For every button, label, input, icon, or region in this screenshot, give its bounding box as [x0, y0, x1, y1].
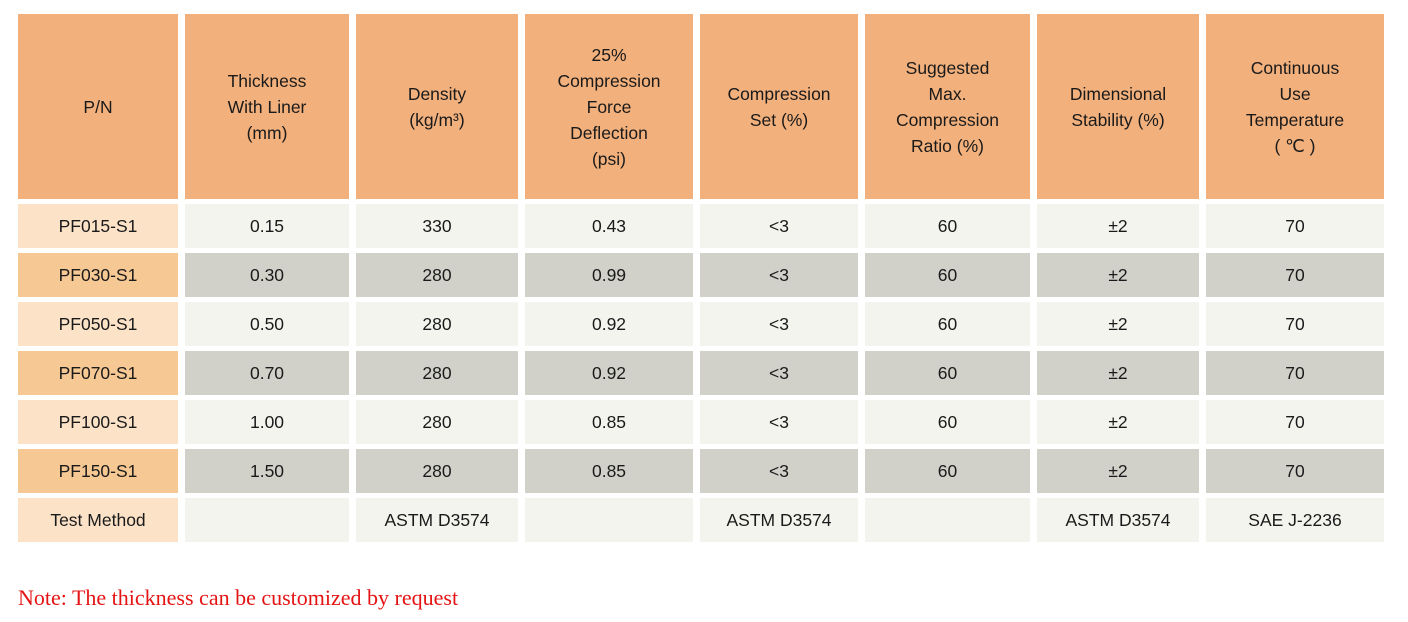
header-row: P/N Thickness With Liner (mm) Density (k…: [18, 14, 1384, 199]
density-test-method: ASTM D3574: [356, 498, 518, 542]
datasheet-page: P/N Thickness With Liner (mm) Density (k…: [0, 9, 1408, 622]
header-compression-set: Compression Set (%): [700, 14, 858, 199]
dimensional-stability-value: ±2: [1037, 449, 1199, 493]
cfd-value: 0.99: [525, 253, 693, 297]
customization-note: Note: The thickness can be customized by…: [18, 585, 459, 610]
density-value: 280: [356, 302, 518, 346]
density-value: 330: [356, 204, 518, 248]
table-row: PF015-S1 0.15 330 0.43 <3 60 ±2 70: [18, 204, 1384, 248]
max-compression-ratio-test-method: [865, 498, 1030, 542]
max-compression-ratio-value: 60: [865, 351, 1030, 395]
use-temperature-value: 70: [1206, 400, 1384, 444]
thickness-value: 1.50: [185, 449, 349, 493]
thickness-value: 0.30: [185, 253, 349, 297]
thickness-value: 0.50: [185, 302, 349, 346]
cfd-value: 0.43: [525, 204, 693, 248]
pn-cell: PF070-S1: [18, 351, 178, 395]
max-compression-ratio-value: 60: [865, 302, 1030, 346]
table-row-test-method: Test Method ASTM D3574 ASTM D3574 ASTM D…: [18, 498, 1384, 542]
spec-table: P/N Thickness With Liner (mm) Density (k…: [11, 9, 1391, 547]
max-compression-ratio-value: 60: [865, 204, 1030, 248]
spec-table-body: PF015-S1 0.15 330 0.43 <3 60 ±2 70 PF030…: [18, 204, 1384, 542]
table-row: PF030-S1 0.30 280 0.99 <3 60 ±2 70: [18, 253, 1384, 297]
cfd-test-method: [525, 498, 693, 542]
use-temperature-value: 70: [1206, 351, 1384, 395]
header-thickness: Thickness With Liner (mm): [185, 14, 349, 199]
cfd-value: 0.92: [525, 302, 693, 346]
compression-set-value: <3: [700, 449, 858, 493]
thickness-value: 0.15: [185, 204, 349, 248]
cfd-value: 0.85: [525, 400, 693, 444]
max-compression-ratio-value: 60: [865, 253, 1030, 297]
pn-cell: Test Method: [18, 498, 178, 542]
max-compression-ratio-value: 60: [865, 449, 1030, 493]
header-suggested-max-compression-ratio: Suggested Max. Compression Ratio (%): [865, 14, 1030, 199]
compression-set-value: <3: [700, 253, 858, 297]
compression-set-value: <3: [700, 351, 858, 395]
use-temperature-value: 70: [1206, 449, 1384, 493]
density-value: 280: [356, 400, 518, 444]
thickness-value: 0.70: [185, 351, 349, 395]
density-value: 280: [356, 449, 518, 493]
thickness-test-method: [185, 498, 349, 542]
compression-set-value: <3: [700, 302, 858, 346]
compression-set-value: <3: [700, 400, 858, 444]
pn-cell: PF015-S1: [18, 204, 178, 248]
header-density: Density (kg/m³): [356, 14, 518, 199]
cfd-value: 0.85: [525, 449, 693, 493]
header-continuous-use-temperature: Continuous Use Temperature ( ℃ ): [1206, 14, 1384, 199]
table-row: PF150-S1 1.50 280 0.85 <3 60 ±2 70: [18, 449, 1384, 493]
use-temperature-value: 70: [1206, 204, 1384, 248]
compression-set-test-method: ASTM D3574: [700, 498, 858, 542]
dimensional-stability-value: ±2: [1037, 302, 1199, 346]
cfd-value: 0.92: [525, 351, 693, 395]
header-pn: P/N: [18, 14, 178, 199]
header-dimensional-stability: Dimensional Stability (%): [1037, 14, 1199, 199]
use-temperature-test-method: SAE J-2236: [1206, 498, 1384, 542]
use-temperature-value: 70: [1206, 302, 1384, 346]
pn-cell: PF150-S1: [18, 449, 178, 493]
header-compression-force-deflection: 25% Compression Force Deflection (psi): [525, 14, 693, 199]
pn-cell: PF050-S1: [18, 302, 178, 346]
thickness-value: 1.00: [185, 400, 349, 444]
use-temperature-value: 70: [1206, 253, 1384, 297]
dimensional-stability-test-method: ASTM D3574: [1037, 498, 1199, 542]
dimensional-stability-value: ±2: [1037, 204, 1199, 248]
dimensional-stability-value: ±2: [1037, 351, 1199, 395]
density-value: 280: [356, 253, 518, 297]
table-row: PF050-S1 0.50 280 0.92 <3 60 ±2 70: [18, 302, 1384, 346]
pn-cell: PF030-S1: [18, 253, 178, 297]
pn-cell: PF100-S1: [18, 400, 178, 444]
density-value: 280: [356, 351, 518, 395]
dimensional-stability-value: ±2: [1037, 400, 1199, 444]
compression-set-value: <3: [700, 204, 858, 248]
dimensional-stability-value: ±2: [1037, 253, 1199, 297]
spec-table-header: P/N Thickness With Liner (mm) Density (k…: [18, 14, 1384, 199]
max-compression-ratio-value: 60: [865, 400, 1030, 444]
table-row: PF070-S1 0.70 280 0.92 <3 60 ±2 70: [18, 351, 1384, 395]
table-row: PF100-S1 1.00 280 0.85 <3 60 ±2 70: [18, 400, 1384, 444]
